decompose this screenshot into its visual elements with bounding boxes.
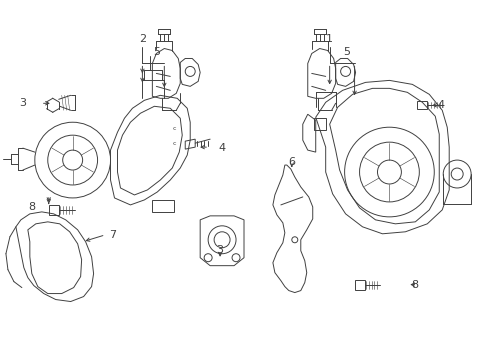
Text: 8: 8 xyxy=(412,280,418,289)
Text: 5: 5 xyxy=(343,48,350,58)
Text: 5: 5 xyxy=(153,48,160,58)
Text: c: c xyxy=(172,141,176,146)
Text: 8: 8 xyxy=(29,202,36,212)
Text: 7: 7 xyxy=(109,230,116,240)
Text: 4: 4 xyxy=(437,100,444,110)
Text: 6: 6 xyxy=(288,157,295,167)
Text: 3: 3 xyxy=(20,98,26,108)
Text: c: c xyxy=(172,126,176,131)
Text: 1: 1 xyxy=(326,33,333,44)
Text: 3: 3 xyxy=(217,245,223,255)
Text: 4: 4 xyxy=(218,143,225,153)
Text: 2: 2 xyxy=(139,33,146,44)
